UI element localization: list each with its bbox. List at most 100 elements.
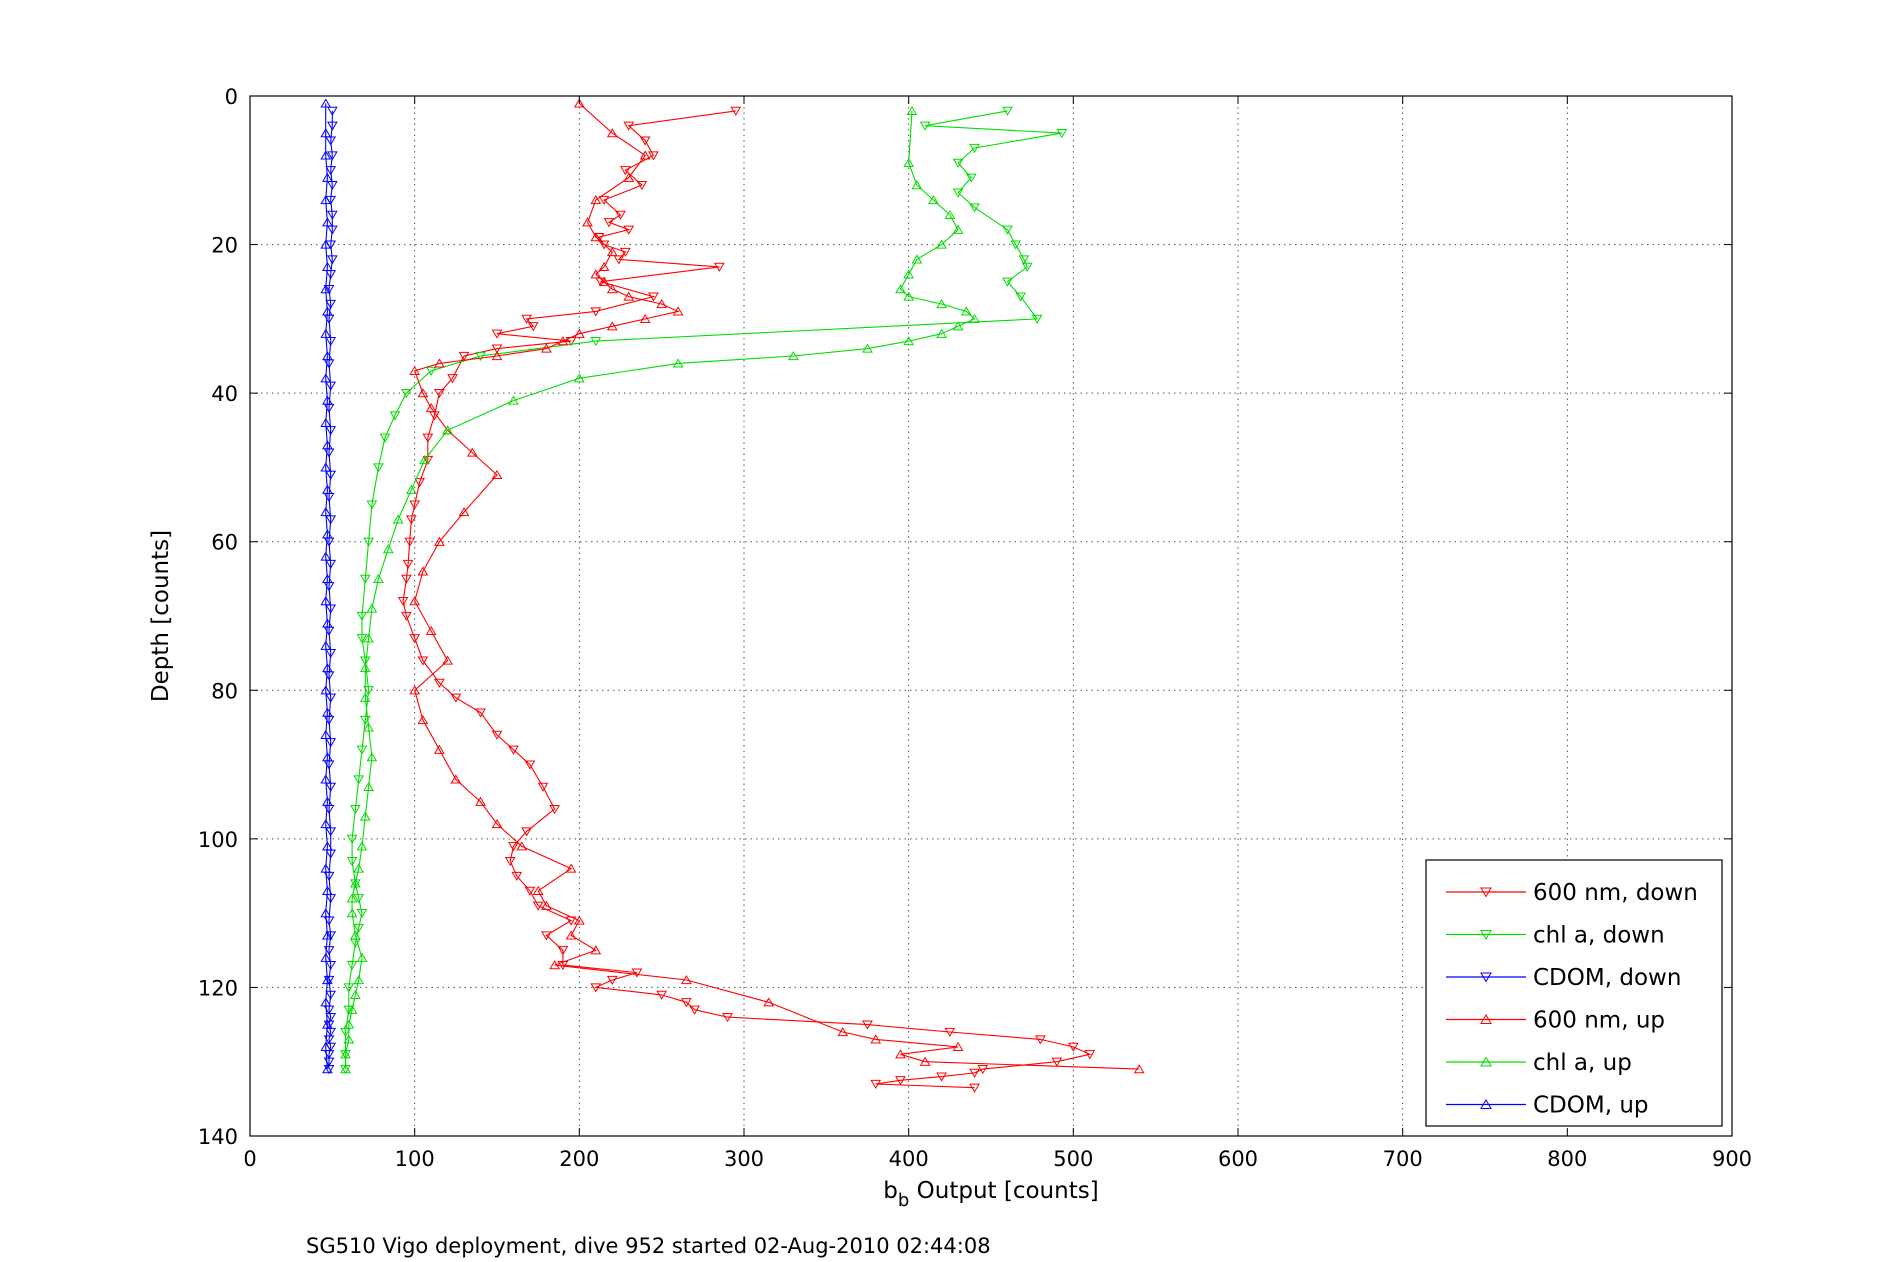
- data-point: [425, 366, 437, 376]
- data-point: [359, 656, 371, 666]
- data-point: [969, 143, 980, 154]
- data-point: [590, 269, 602, 279]
- legend-swatch-marker: [1480, 887, 1492, 898]
- data-point: [322, 172, 333, 182]
- data-point: [895, 1049, 906, 1059]
- data-point: [322, 1064, 333, 1074]
- data-point: [356, 909, 368, 919]
- data-point: [606, 975, 618, 986]
- data-point: [356, 611, 368, 622]
- data-point: [353, 894, 365, 904]
- x-tick-label: 100: [395, 1147, 435, 1171]
- data-point: [620, 166, 631, 176]
- data-point: [491, 730, 503, 740]
- data-point: [322, 261, 333, 271]
- y-tick-label: 60: [211, 531, 238, 555]
- data-point: [323, 975, 335, 986]
- data-point: [320, 150, 332, 160]
- data-point: [713, 262, 725, 272]
- data-point: [870, 1079, 882, 1090]
- data-point: [573, 915, 585, 925]
- x-axis-label-symbol: b: [883, 1178, 898, 1204]
- data-point: [606, 128, 618, 138]
- data-point: [417, 656, 429, 666]
- data-point: [322, 440, 333, 450]
- data-point: [911, 180, 923, 190]
- data-point: [491, 469, 503, 479]
- x-axis-label-subscript: b: [898, 1190, 909, 1211]
- legend: 600 nm, down chl a, down CDOM, down 600 nm,…: [1425, 859, 1723, 1127]
- data-point: [475, 708, 486, 718]
- data-point: [689, 1005, 700, 1015]
- data-point: [573, 98, 585, 108]
- data-point: [936, 1072, 947, 1082]
- data-point: [414, 478, 425, 488]
- data-point: [363, 537, 374, 547]
- data-point: [573, 328, 585, 338]
- data-point: [433, 678, 445, 688]
- data-point: [340, 1064, 351, 1074]
- data-point: [603, 218, 615, 228]
- data-point: [1133, 1064, 1145, 1074]
- data-point: [425, 402, 437, 413]
- data-point: [565, 863, 577, 873]
- data-point: [1002, 277, 1013, 287]
- x-tick-label: 700: [1383, 1147, 1423, 1171]
- data-point: [320, 239, 332, 249]
- data-point: [521, 827, 533, 837]
- data-point: [598, 240, 610, 250]
- data-point: [322, 529, 333, 539]
- x-tick-label: 600: [1218, 1147, 1258, 1171]
- data-point: [1067, 1042, 1079, 1052]
- data-point: [1002, 225, 1013, 235]
- data-point: [549, 805, 561, 815]
- data-point: [322, 484, 333, 494]
- legend-entry-label: 600 nm, up: [1533, 1008, 1665, 1034]
- data-point: [322, 1019, 333, 1029]
- data-point: [363, 722, 374, 732]
- data-point: [343, 1005, 355, 1015]
- data-point: [565, 930, 577, 940]
- data-point: [417, 566, 429, 576]
- y-axis-label: Depth [counts]: [148, 530, 174, 702]
- data-point: [320, 373, 332, 383]
- data-point: [648, 292, 659, 302]
- data-point: [952, 321, 964, 331]
- data-point: [350, 805, 361, 815]
- data-point: [405, 484, 417, 494]
- series-0: [397, 106, 1096, 1093]
- data-point: [409, 634, 421, 644]
- series-3: [409, 98, 1145, 1074]
- data-point: [960, 306, 972, 316]
- data-point: [323, 1020, 335, 1030]
- data-point: [623, 291, 635, 301]
- data-point: [919, 121, 931, 131]
- data-point: [511, 871, 523, 882]
- data-point: [359, 662, 371, 673]
- data-point: [322, 217, 333, 227]
- data-point: [320, 596, 332, 606]
- data-point: [320, 328, 332, 338]
- data-point: [936, 239, 947, 249]
- data-point: [491, 344, 503, 354]
- data-point: [1035, 1035, 1046, 1045]
- legend-swatch-marker: [1480, 1014, 1492, 1024]
- data-point: [433, 358, 445, 368]
- data-point: [919, 1056, 931, 1066]
- data-point: [409, 596, 421, 606]
- data-point: [343, 1019, 355, 1029]
- data-point: [788, 350, 799, 361]
- data-point: [356, 841, 368, 851]
- data-point: [1002, 106, 1013, 116]
- data-point: [541, 931, 552, 941]
- data-point: [322, 796, 333, 806]
- x-tick-label: 500: [1053, 1147, 1093, 1171]
- y-tick-label: 140: [198, 1125, 238, 1149]
- data-point: [363, 686, 374, 696]
- legend-swatch-marker: [1480, 930, 1492, 940]
- data-point: [837, 1026, 849, 1037]
- data-point: [363, 633, 374, 643]
- data-point: [656, 990, 668, 1000]
- data-point: [952, 158, 964, 168]
